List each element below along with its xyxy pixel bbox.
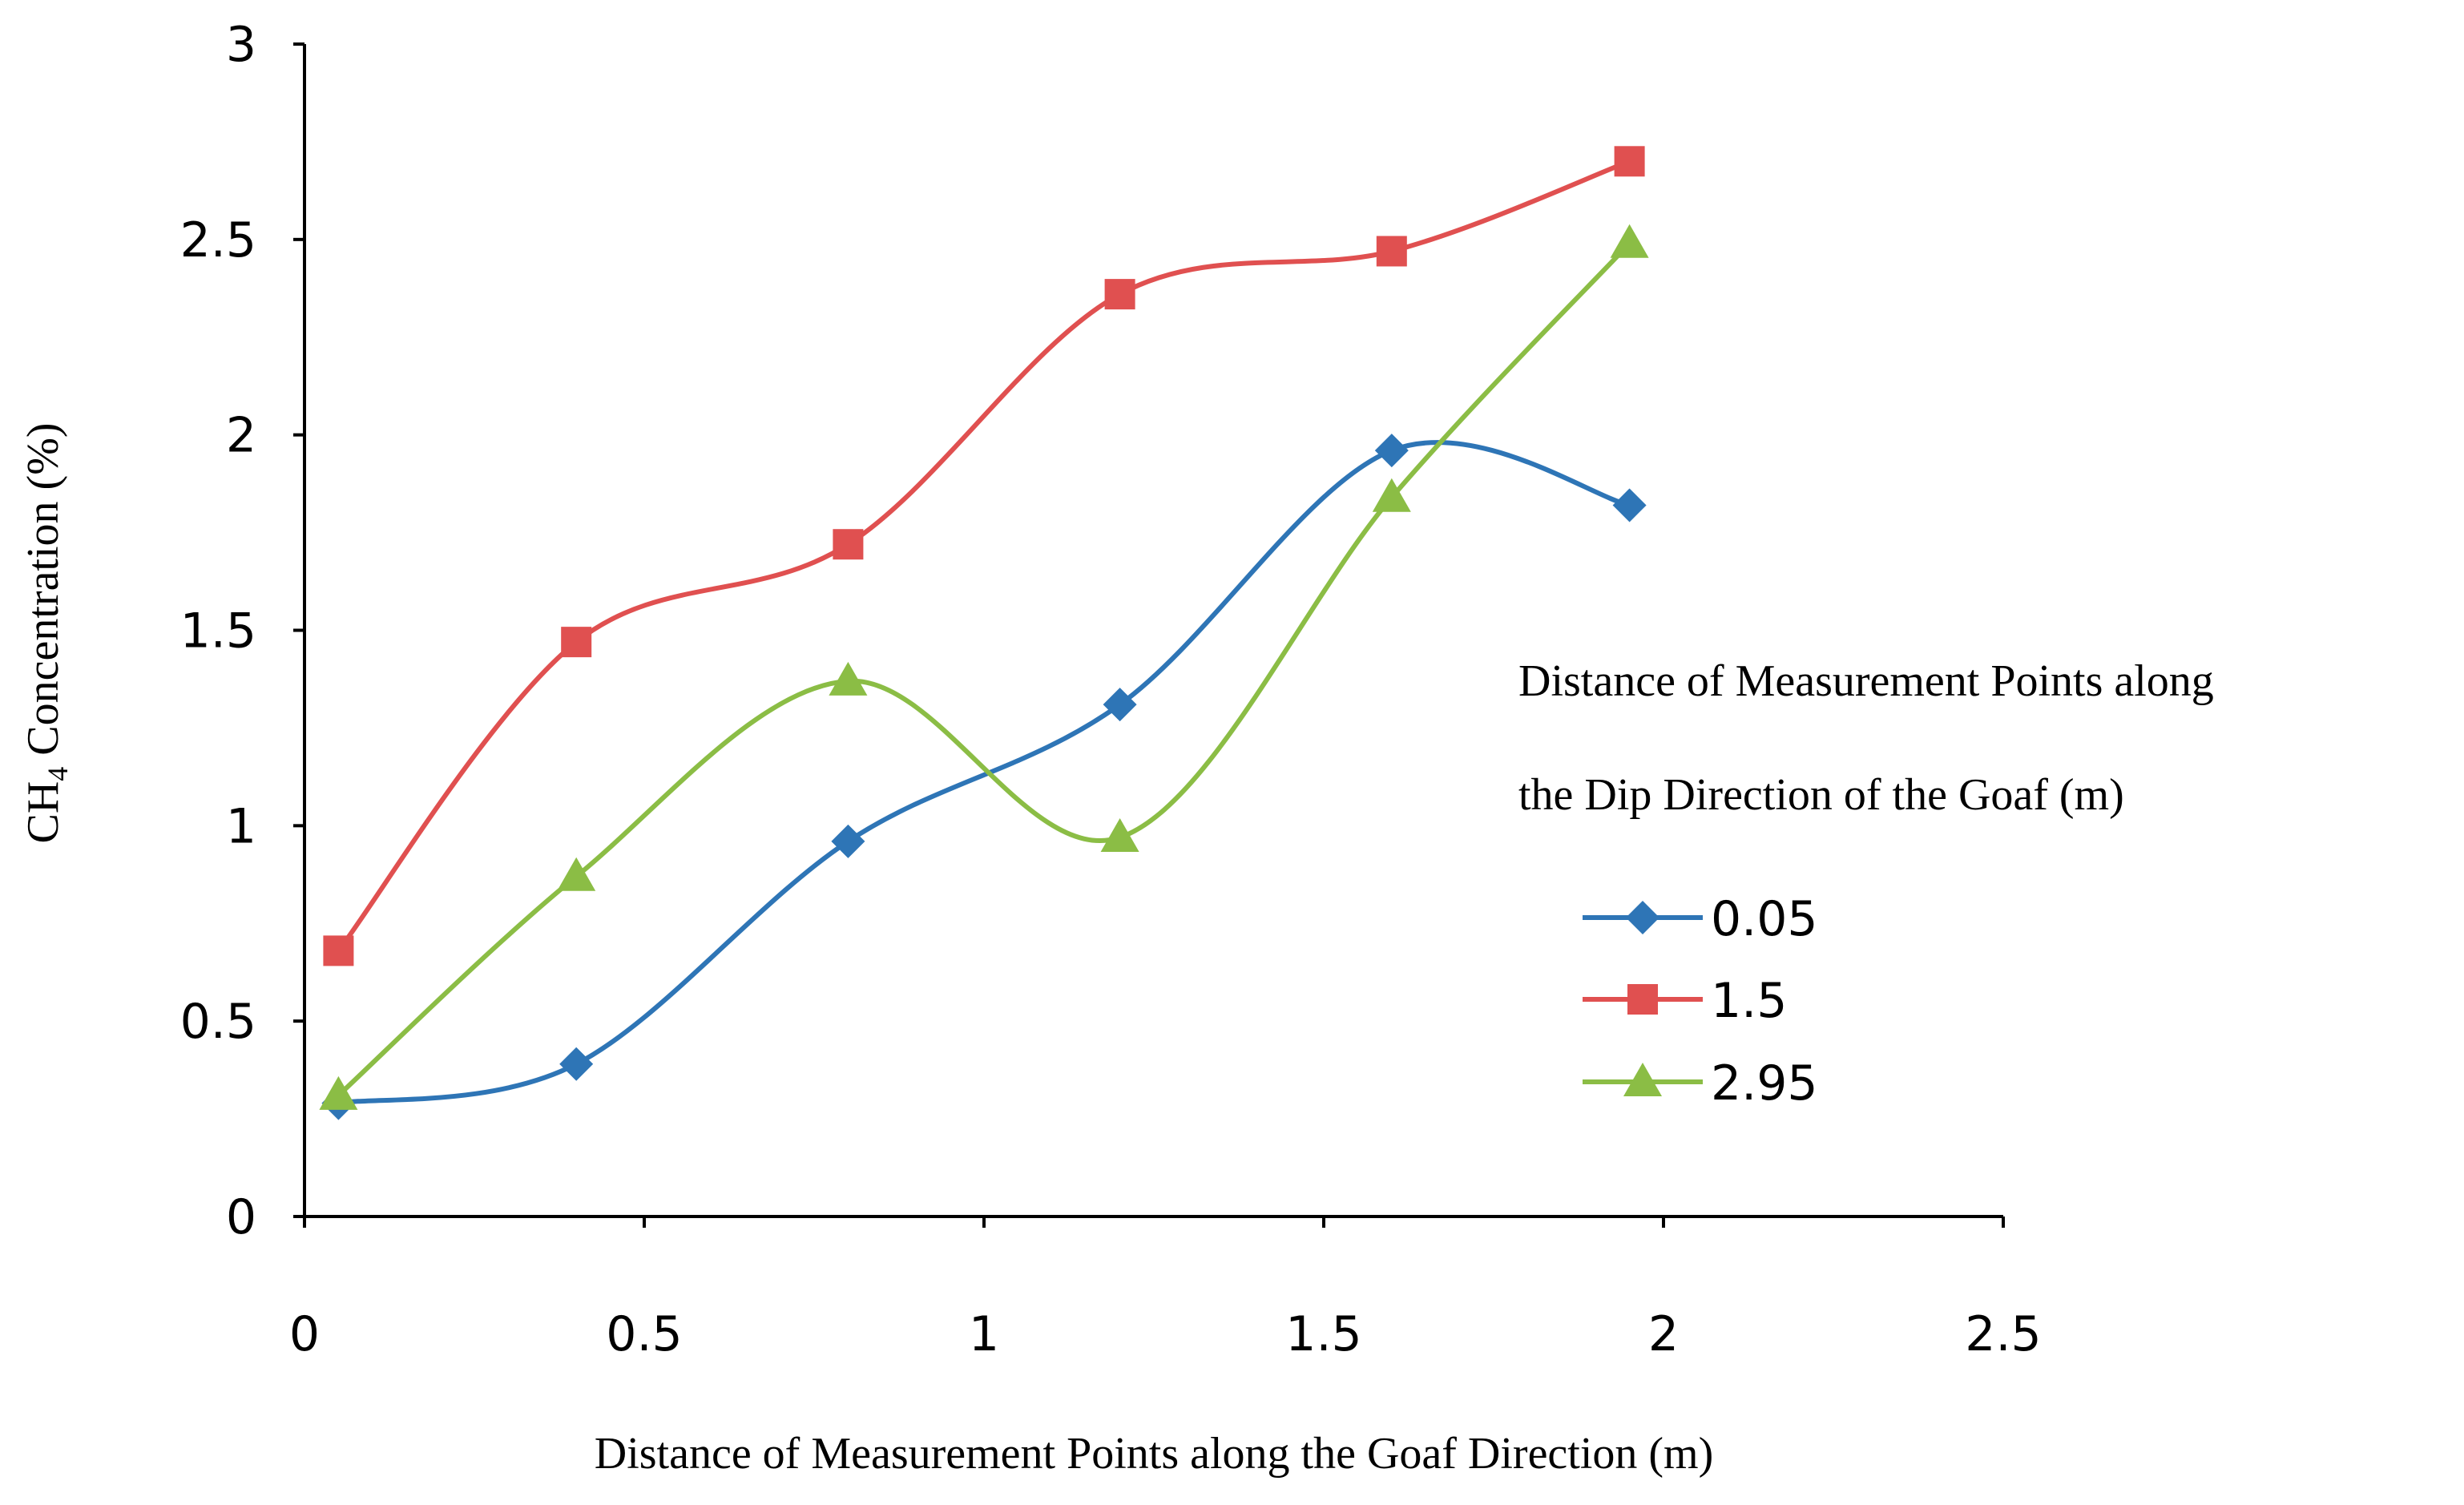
data-point-triangle xyxy=(319,1075,358,1110)
data-point-square xyxy=(561,627,592,658)
x-tick-label: 2.5 xyxy=(1965,1306,2041,1362)
series-line xyxy=(336,240,1632,1098)
series-line xyxy=(336,440,1632,1106)
x-tick-label: 0.5 xyxy=(606,1306,682,1362)
x-tick-label: 1.5 xyxy=(1285,1306,1361,1362)
data-point-triangle xyxy=(829,661,868,696)
y-tick-label: 1.5 xyxy=(180,603,256,660)
data-point-diamond xyxy=(1103,688,1137,722)
x-axis-ticks: 0 0.5 1 1.5 2 2.5 xyxy=(289,1217,2042,1362)
y-tick-label: 2 xyxy=(226,408,256,464)
x-tick-label: 2 xyxy=(1648,1306,1679,1362)
legend-marker-diamond xyxy=(1626,901,1659,934)
data-point-triangle xyxy=(557,857,596,891)
y-tick-label: 0.5 xyxy=(180,994,256,1050)
y-tick-label: 0 xyxy=(226,1189,256,1245)
x-axis-title: Distance of Measurement Points along the… xyxy=(595,1429,1714,1479)
y-axis-title-suffix: Concentration (%) xyxy=(18,423,68,767)
data-point-triangle xyxy=(1610,224,1649,258)
y-tick-label: 1 xyxy=(226,798,256,854)
data-point-diamond xyxy=(1612,488,1647,523)
y-axis-title-prefix: CH xyxy=(18,781,68,844)
axes xyxy=(303,44,2003,1218)
data-point-square xyxy=(1614,146,1645,177)
y-tick-label: 3 xyxy=(226,17,256,73)
legend-label: 0.05 xyxy=(1711,891,1818,947)
legend-items: 0.05 1.5 2.95 xyxy=(1583,891,1818,1112)
x-tick-label: 1 xyxy=(969,1306,999,1362)
series-group xyxy=(319,146,1649,1120)
legend-marker-square xyxy=(1627,984,1658,1015)
legend-title-line-1: Distance of Measurement Points along xyxy=(1518,656,2214,706)
data-point-diamond xyxy=(831,824,865,858)
legend-label: 2.95 xyxy=(1711,1055,1818,1112)
y-axis-ticks: 0 0.5 1 1.5 2 2.5 3 xyxy=(180,17,304,1245)
legend-item: 2.95 xyxy=(1583,1055,1818,1112)
legend-marker-triangle xyxy=(1623,1063,1662,1096)
data-point-square xyxy=(1104,279,1135,310)
y-axis-title: CH4 Concentration (%) xyxy=(18,423,74,844)
data-point-square xyxy=(323,935,354,966)
series-1.5 xyxy=(323,146,1645,966)
series-line xyxy=(336,159,1632,954)
y-axis-title-subscript: 4 xyxy=(42,767,74,781)
legend: Distance of Measurement Points along the… xyxy=(1518,656,2214,1112)
legend-label: 1.5 xyxy=(1711,973,1787,1029)
legend-title-line-2: the Dip Direction of the Goaf (m) xyxy=(1518,770,2124,820)
series-0.05 xyxy=(321,434,1647,1120)
data-point-square xyxy=(833,529,864,560)
data-point-triangle xyxy=(1100,817,1139,852)
legend-item: 0.05 xyxy=(1583,891,1818,947)
data-point-triangle xyxy=(1372,478,1411,512)
y-tick-label: 2.5 xyxy=(180,212,256,268)
series-2.95 xyxy=(319,224,1649,1110)
legend-item: 1.5 xyxy=(1583,973,1787,1029)
x-tick-label: 0 xyxy=(289,1306,320,1362)
data-point-diamond xyxy=(559,1047,594,1081)
data-point-diamond xyxy=(1374,434,1409,468)
data-point-square xyxy=(1376,236,1407,267)
